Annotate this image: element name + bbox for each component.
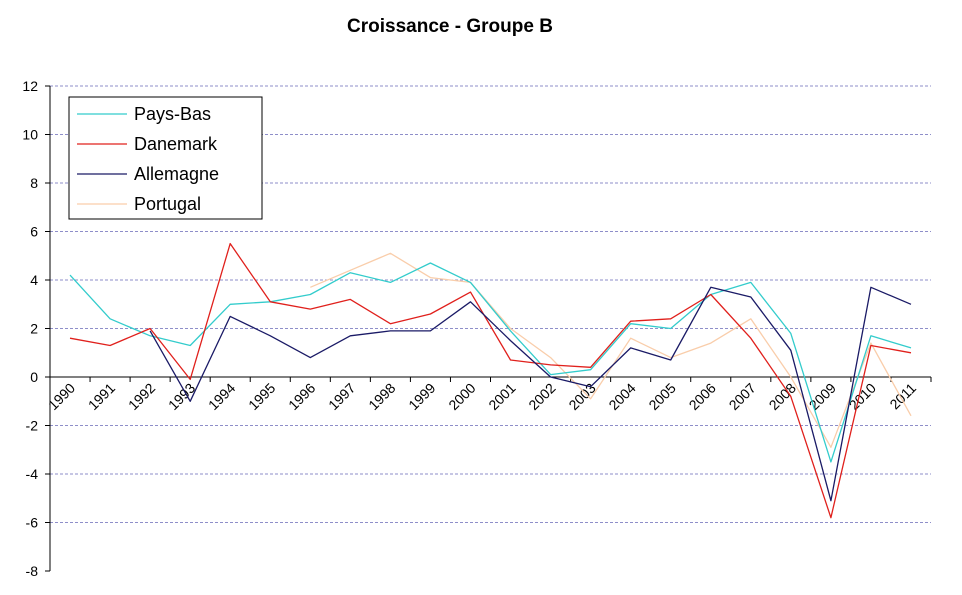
y-tick-label: 8 [30, 175, 38, 191]
x-tick-label: 2001 [485, 380, 518, 413]
y-tick-label: 12 [22, 78, 38, 94]
legend-label: Danemark [134, 134, 218, 154]
y-tick-label: -6 [26, 515, 39, 531]
x-tick-label: 2011 [886, 380, 919, 413]
x-tick-label: 1997 [325, 380, 358, 413]
y-tick-label: 10 [22, 127, 38, 143]
x-tick-label: 2005 [645, 380, 678, 413]
legend-label: Pays-Bas [134, 104, 211, 124]
x-tick-label: 1995 [245, 380, 278, 413]
y-tick-label: -2 [26, 418, 39, 434]
series-line-pays-bas [69, 262, 912, 463]
x-tick-label: 2007 [726, 380, 759, 413]
y-tick-label: 2 [30, 321, 38, 337]
x-tick-label: 1999 [405, 380, 438, 413]
series-line-allemagne [149, 286, 912, 502]
legend [68, 96, 263, 220]
y-tick-label: 4 [30, 272, 38, 288]
y-tick-label: 6 [30, 224, 38, 240]
y-tick-label: 0 [30, 369, 38, 385]
y-tick-label: -4 [26, 466, 39, 482]
x-tick-label: 2004 [605, 380, 638, 413]
chart-title: Croissance - Groupe B [347, 16, 553, 37]
x-tick-label: 1994 [205, 380, 238, 413]
x-tick-label: 1991 [85, 380, 118, 413]
y-tick-label: -8 [26, 563, 39, 579]
legend-label: Portugal [134, 194, 201, 214]
x-tick-label: 2000 [445, 380, 478, 413]
x-tick-label: 1993 [165, 380, 198, 413]
x-tick-label: 1992 [125, 380, 158, 413]
x-tick-label: 2006 [686, 380, 719, 413]
x-tick-label: 2002 [525, 380, 558, 413]
series-line-danemark [69, 242, 912, 519]
series-line-portugal [310, 252, 912, 448]
x-tick-label: 1998 [365, 380, 398, 413]
x-tick-label: 1996 [285, 380, 318, 413]
legend-label: Allemagne [134, 164, 219, 184]
